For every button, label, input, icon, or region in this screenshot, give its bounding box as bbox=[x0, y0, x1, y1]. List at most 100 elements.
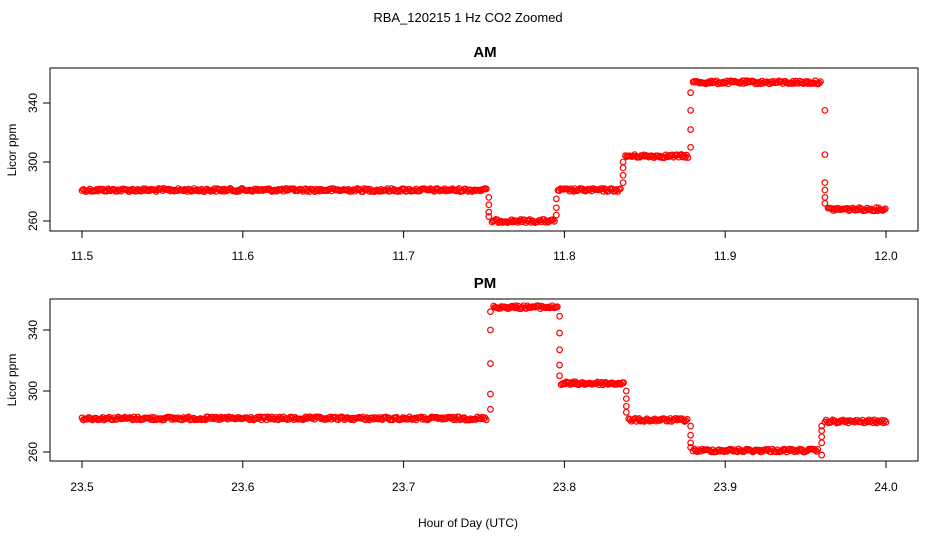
pm-data-point bbox=[683, 415, 691, 423]
pm-data-point bbox=[818, 439, 826, 447]
am-x-tick-label: 12.0 bbox=[874, 249, 898, 263]
am-y-axis-label: Licor ppm bbox=[5, 124, 19, 177]
pm-x-tick-label: 23.8 bbox=[553, 480, 577, 494]
am-x-tick-label: 11.9 bbox=[714, 249, 737, 263]
pm-x-tick-label: 24.0 bbox=[874, 480, 898, 494]
am-data-point bbox=[552, 204, 560, 212]
pm-data-point bbox=[622, 395, 630, 403]
pm-y-axis-label: Licor ppm bbox=[5, 354, 19, 407]
pm-data-point bbox=[785, 445, 793, 453]
pm-data-point bbox=[622, 402, 630, 410]
am-data-point bbox=[687, 89, 695, 97]
am-data-point bbox=[485, 193, 493, 201]
pm-data-point bbox=[556, 361, 563, 369]
pm-data-point bbox=[622, 408, 630, 416]
am-data-point bbox=[880, 206, 888, 214]
pm-data-point bbox=[687, 422, 695, 430]
am-points bbox=[78, 77, 889, 226]
am-y-tick-label: 340 bbox=[26, 93, 40, 113]
pm-x-tick-label: 23.5 bbox=[70, 480, 94, 494]
am-data-point bbox=[552, 195, 560, 203]
am-x-tick-label: 11.8 bbox=[553, 249, 576, 263]
pm-data-point bbox=[791, 448, 798, 456]
am-data-point bbox=[817, 78, 824, 86]
am-data-point bbox=[687, 126, 695, 133]
pm-data-point bbox=[487, 390, 494, 398]
pm-points bbox=[78, 302, 890, 459]
pm-data-point bbox=[818, 451, 826, 459]
pm-data-point bbox=[556, 329, 563, 337]
pm-y-axis: 260 300 340 bbox=[26, 320, 50, 462]
pm-plot-frame bbox=[49, 298, 919, 462]
pm-data-point bbox=[622, 387, 630, 395]
pm-data-point bbox=[818, 433, 826, 441]
pm-data-point bbox=[482, 416, 490, 424]
pm-x-tick-label: 23.6 bbox=[231, 480, 255, 494]
pm-data-point bbox=[556, 372, 563, 380]
pm-data-point bbox=[679, 416, 687, 424]
pm-data-point bbox=[682, 417, 690, 425]
am-data-point bbox=[619, 171, 627, 179]
am-data-point bbox=[684, 154, 692, 161]
am-data-point bbox=[687, 106, 695, 114]
panel-am-title: AM bbox=[473, 44, 496, 61]
am-data-point bbox=[821, 186, 829, 194]
am-data-point bbox=[718, 79, 726, 87]
pm-y-tick-label: 300 bbox=[26, 381, 40, 401]
pm-data-point bbox=[556, 312, 563, 320]
am-data-point bbox=[821, 199, 829, 207]
am-y-axis: 260 300 340 bbox=[26, 93, 50, 231]
pm-data-point bbox=[487, 308, 494, 316]
figure-title: RBA_120215 1 Hz CO2 Zoomed bbox=[373, 10, 562, 25]
am-data-point bbox=[616, 185, 624, 193]
am-y-tick-label: 300 bbox=[26, 152, 40, 172]
am-x-tick-label: 11.6 bbox=[232, 249, 255, 263]
am-data-point bbox=[551, 217, 558, 225]
pm-data-point bbox=[882, 418, 890, 426]
am-data-point bbox=[821, 179, 829, 187]
am-data-point bbox=[687, 143, 695, 151]
am-x-tick-label: 11.7 bbox=[392, 249, 415, 263]
am-data-point bbox=[619, 179, 627, 187]
pm-data-point bbox=[487, 360, 494, 367]
panel-am: AM 11.5 11.6 11.7 11.8 11.9 12.0 260 300 340 Li… bbox=[5, 44, 919, 263]
pm-data-point bbox=[321, 416, 329, 423]
pm-data-point bbox=[487, 326, 494, 334]
pm-data-point bbox=[487, 405, 494, 413]
am-data-point bbox=[821, 193, 829, 201]
am-x-axis: 11.5 11.6 11.7 11.8 11.9 12.0 bbox=[71, 230, 898, 263]
am-y-tick-label: 260 bbox=[26, 211, 40, 231]
am-data-point bbox=[485, 201, 493, 209]
pm-x-tick-label: 23.7 bbox=[392, 480, 416, 494]
am-data-point bbox=[619, 158, 627, 166]
am-data-point bbox=[549, 216, 557, 224]
am-data-point bbox=[619, 164, 627, 172]
am-x-tick-label: 11.5 bbox=[71, 249, 94, 263]
pm-data-point bbox=[814, 445, 822, 453]
pm-y-tick-label: 260 bbox=[26, 442, 40, 462]
pm-x-axis: 23.5 23.6 23.7 23.8 23.9 24.0 bbox=[70, 460, 898, 494]
pm-data-point bbox=[818, 427, 826, 435]
pm-data-point bbox=[687, 439, 695, 447]
pm-data-point bbox=[553, 303, 561, 311]
am-data-point bbox=[485, 213, 493, 220]
panel-pm: PM 23.5 23.6 23.7 23.8 23.9 24.0 260 300 340 Li… bbox=[5, 275, 919, 494]
pm-data-point bbox=[556, 346, 563, 354]
am-data-point bbox=[485, 208, 493, 216]
am-data-point bbox=[821, 106, 829, 114]
am-data-point bbox=[482, 185, 490, 193]
am-plot-frame bbox=[49, 67, 919, 232]
pm-data-point bbox=[818, 422, 826, 430]
am-data-point bbox=[552, 211, 560, 219]
am-data-point bbox=[815, 79, 823, 87]
am-data-point bbox=[821, 151, 829, 159]
am-data-point bbox=[881, 205, 889, 213]
pm-data-point bbox=[620, 379, 627, 387]
pm-x-tick-label: 23.9 bbox=[714, 480, 738, 494]
pm-data-point bbox=[687, 431, 695, 439]
pm-data-point bbox=[687, 444, 695, 451]
x-axis-label: Hour of Day (UTC) bbox=[418, 516, 518, 530]
panel-pm-title: PM bbox=[474, 275, 497, 292]
pm-y-tick-label: 340 bbox=[26, 320, 40, 340]
